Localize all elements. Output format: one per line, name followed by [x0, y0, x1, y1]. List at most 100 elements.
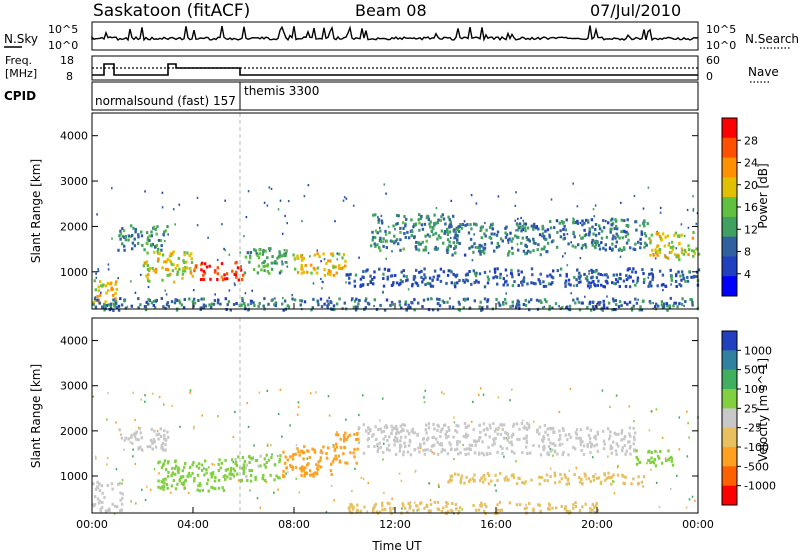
echo-cell: [492, 442, 496, 446]
echo-cell: [481, 451, 484, 455]
echo-cell: [166, 268, 170, 272]
echo-cell: [152, 299, 156, 303]
echo-cell: [452, 214, 455, 218]
echo-cell: [134, 230, 137, 234]
echo-cell: [643, 224, 646, 228]
echo-cell: [532, 237, 535, 241]
echo-cell: [547, 437, 550, 441]
scatter-cell: [316, 249, 319, 252]
echo-cell: [637, 475, 640, 479]
echo-cell: [281, 473, 285, 477]
echo-cell: [586, 442, 589, 446]
echo-cell: [548, 503, 551, 507]
echo-cell: [609, 430, 612, 434]
echo-cell: [410, 218, 413, 222]
echo-cell: [327, 446, 330, 450]
echo-cell: [568, 510, 571, 513]
echo-cell: [161, 253, 165, 257]
scatter-cell: [515, 229, 517, 232]
echo-cell: [592, 478, 596, 482]
echo-cell: [629, 246, 632, 250]
echo-cell: [542, 236, 546, 240]
echo-cell: [139, 303, 142, 307]
echo-cell: [155, 243, 159, 247]
echo-cell: [575, 428, 579, 432]
echo-cell: [104, 300, 107, 304]
scatter-cell: [525, 503, 527, 506]
echo-cell: [470, 444, 474, 447]
echo-cell: [258, 248, 261, 252]
echo-cell: [377, 447, 380, 451]
echo-cell: [425, 423, 428, 427]
scatter-cell: [385, 257, 387, 260]
echo-cell: [264, 249, 267, 253]
echo-cell: [523, 226, 527, 230]
echo-cell: [366, 438, 369, 442]
echo-cell: [373, 504, 376, 508]
scatter-cell: [383, 491, 385, 495]
echo-cell: [409, 504, 412, 508]
echo-cell: [150, 301, 154, 305]
scatter-cell: [281, 435, 283, 438]
scatter-cell: [107, 263, 110, 266]
scatter-cell: [449, 236, 452, 239]
echo-cell: [383, 508, 387, 511]
scatter-cell: [463, 220, 466, 223]
echo-cell: [499, 445, 502, 448]
echo-cell: [656, 232, 659, 236]
scatter-cell: [161, 206, 164, 209]
echo-cell: [577, 280, 581, 284]
scatter-cell: [343, 196, 346, 199]
echo-cell: [531, 273, 534, 277]
echo-cell: [146, 279, 150, 283]
echo-cell: [581, 219, 584, 223]
echo-cell: [594, 270, 597, 274]
echo-cell: [518, 477, 521, 481]
echo-cell: [183, 298, 186, 301]
echo-cell: [448, 240, 451, 244]
echo-cell: [330, 252, 333, 256]
scatter-cell: [265, 481, 268, 484]
echo-cell: [97, 289, 100, 293]
echo-cell: [567, 477, 570, 481]
echo-cell: [551, 281, 554, 284]
scatter-cell: [523, 424, 526, 427]
echo-cell: [576, 297, 579, 301]
echo-cell: [609, 447, 612, 451]
echo-cell: [549, 226, 553, 230]
echo-cell: [486, 281, 490, 285]
echo-cell: [621, 473, 624, 477]
echo-cell: [567, 433, 571, 436]
colorbar-tick-label: 25: [744, 402, 758, 415]
echo-cell: [266, 256, 269, 260]
echo-cell: [283, 254, 287, 257]
echo-cell: [579, 428, 583, 432]
echo-cell: [283, 474, 286, 478]
echo-cell: [217, 478, 221, 482]
echo-cell: [390, 300, 394, 304]
echo-cell: [607, 221, 610, 225]
echo-cell: [592, 232, 595, 236]
echo-cell: [199, 278, 203, 281]
scatter-cell: [473, 233, 475, 236]
echo-cell: [611, 242, 614, 246]
echo-cell: [535, 298, 539, 302]
echo-cell: [301, 451, 305, 455]
echo-cell: [555, 245, 559, 249]
echo-cell: [200, 297, 203, 301]
echo-cell: [374, 244, 377, 248]
echo-cell: [317, 464, 320, 468]
echo-cell: [431, 308, 435, 312]
echo-cell: [119, 237, 122, 241]
echo-cell: [459, 479, 462, 483]
echo-cell: [162, 485, 166, 489]
colorbar-swatch: [722, 331, 737, 351]
echo-cell: [504, 301, 508, 305]
echo-cell: [291, 467, 294, 471]
echo-cell: [103, 308, 106, 312]
scatter-cell: [617, 464, 619, 467]
echo-cell: [695, 275, 698, 279]
echo-cell: [411, 230, 414, 233]
echo-cell: [589, 284, 592, 288]
echo-cell: [656, 253, 659, 257]
